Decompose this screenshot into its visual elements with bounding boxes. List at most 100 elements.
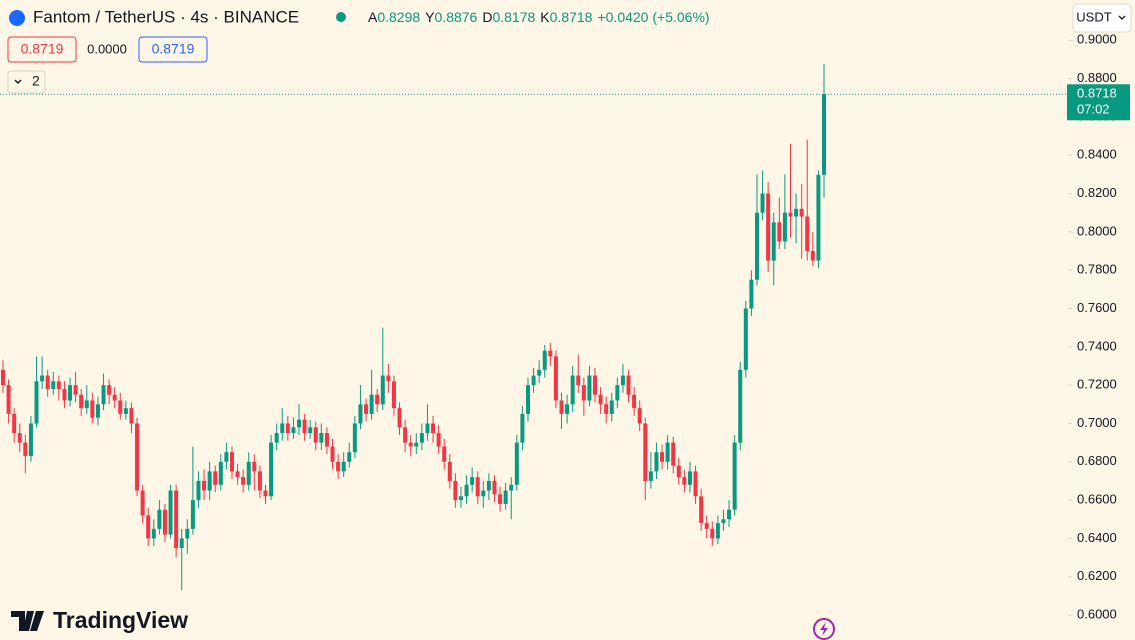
candle-body — [79, 394, 84, 409]
candle-body — [135, 423, 140, 491]
flash-icon[interactable] — [813, 618, 835, 640]
candle-body — [369, 394, 374, 414]
candle-body — [364, 404, 369, 414]
candle-body — [302, 419, 307, 434]
candle-body — [17, 433, 22, 443]
candle-body — [380, 375, 385, 405]
candle-body — [68, 385, 73, 401]
candle-body — [525, 385, 530, 414]
y-tick-label: 0.8800 — [1077, 70, 1117, 85]
candle-body — [805, 216, 810, 252]
candle-body — [749, 279, 754, 309]
candle-body — [196, 480, 201, 501]
candle-body — [151, 528, 156, 539]
candle-body — [324, 433, 329, 447]
candle-body — [403, 427, 408, 443]
candle-body — [425, 423, 430, 434]
candle-body — [218, 461, 223, 485]
coin-icon — [9, 10, 25, 26]
candle-body — [391, 381, 396, 409]
currency-button[interactable] — [1072, 3, 1132, 33]
candle-body — [157, 509, 162, 529]
candle-body — [419, 433, 424, 443]
legend-item: Y — [425, 9, 435, 25]
input-box[interactable] — [7, 36, 77, 63]
candle-body — [481, 490, 486, 497]
candle-body — [73, 385, 78, 395]
chevron — [1118, 15, 1126, 20]
candle-body — [297, 419, 302, 428]
candle-body — [637, 408, 642, 424]
candle-body — [179, 538, 184, 549]
candle-body — [146, 515, 151, 539]
candle-body — [190, 500, 195, 529]
legend-item: 0.8298 — [377, 9, 420, 25]
candle-body — [252, 461, 257, 472]
candle-body — [565, 404, 570, 414]
candle-body — [23, 442, 28, 457]
candle-body — [246, 461, 251, 485]
candle-body — [715, 523, 720, 539]
input-value: 0.0000 — [87, 41, 127, 56]
candle-body — [330, 446, 335, 462]
y-tick-label: 0.7600 — [1077, 300, 1117, 315]
y-tick-label: 0.6800 — [1077, 453, 1117, 468]
candle-body — [224, 452, 229, 462]
candle-body — [436, 433, 441, 447]
y-tick-label: 0.7800 — [1077, 262, 1117, 277]
logo-icon — [11, 611, 44, 631]
input-box[interactable] — [138, 36, 208, 63]
candle-body — [319, 433, 324, 443]
candle-body — [754, 212, 759, 280]
candle-body — [799, 208, 804, 217]
legend-item: 0.8876 — [435, 9, 478, 25]
candle-body — [207, 471, 212, 491]
candle-body — [269, 442, 274, 497]
candle-body — [777, 222, 782, 242]
y-tick-label: 0.6600 — [1077, 492, 1117, 507]
candle-body — [352, 423, 357, 453]
legend-item: A — [368, 9, 378, 25]
candle-body — [447, 461, 452, 481]
candle-body — [486, 480, 491, 491]
candle-body — [162, 509, 167, 535]
candle-body — [665, 442, 670, 462]
candle-body — [375, 394, 380, 405]
candle-body — [732, 442, 737, 510]
candle-body — [559, 400, 564, 414]
candle-body — [45, 375, 50, 389]
candle-body — [710, 528, 715, 539]
candle-body — [28, 423, 33, 457]
candle-body — [414, 442, 419, 447]
candle-body — [676, 465, 681, 478]
candle-body — [771, 222, 776, 261]
candle-body — [503, 490, 508, 504]
candle-body — [509, 484, 514, 491]
candle-body — [140, 490, 145, 516]
y-tick-label: 0.6400 — [1077, 530, 1117, 545]
candle-body — [118, 400, 123, 414]
indicator-toggle[interactable] — [7, 70, 46, 94]
brand-logo: TradingView — [11, 607, 188, 633]
chevron — [14, 79, 22, 84]
candle-body — [1, 369, 5, 386]
candle-body — [514, 442, 519, 485]
candle-body — [458, 496, 463, 501]
candle-body — [112, 394, 117, 401]
candle-body — [56, 381, 61, 389]
candle-body — [553, 356, 558, 401]
candle-body — [794, 208, 799, 217]
flash-bolt — [820, 622, 828, 636]
candle-body — [570, 375, 575, 405]
candle-body — [704, 523, 709, 529]
legend-item: +0.0420 (+5.06%) — [597, 9, 709, 25]
candle-body — [727, 509, 732, 520]
candle-body — [620, 375, 625, 386]
candle-body — [235, 471, 240, 478]
candle-body — [123, 408, 128, 414]
candle-body — [615, 385, 620, 401]
candle-body — [34, 381, 39, 424]
indicator-count: 2 — [32, 73, 40, 89]
candle-body — [40, 375, 45, 382]
candle-body — [280, 423, 285, 434]
